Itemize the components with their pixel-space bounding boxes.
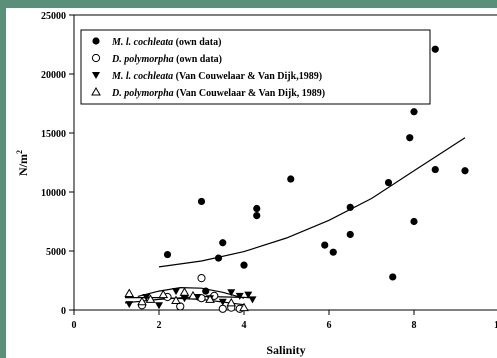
- y-tick-label: 10000: [41, 188, 66, 199]
- data-point: [244, 291, 253, 299]
- data-point: [176, 302, 185, 311]
- data-point: [253, 212, 261, 220]
- x-tick-label: 4: [242, 320, 247, 331]
- data-point: [124, 288, 135, 297]
- chart-frame: 0 2 4 6 8 10 0 5000 10000 15000 20000 25000 M. l. c…: [6, 8, 497, 358]
- data-point: [346, 203, 354, 211]
- data-point: [431, 45, 439, 53]
- fit-curve: [137, 286, 245, 299]
- legend-species: M. l. cochleata: [111, 37, 173, 48]
- scatter-chart: 0 2 4 6 8 10 0 5000 10000 15000 20000 25000 M. l. c…: [15, 11, 497, 357]
- data-point: [125, 301, 134, 309]
- data-point: [145, 294, 156, 303]
- data-point: [235, 292, 244, 300]
- data-point: [406, 134, 414, 142]
- y-axis-label: N/m2: [15, 150, 30, 176]
- x-tick-label: 6: [327, 320, 332, 331]
- data-point: [158, 289, 169, 299]
- axis-ticks: 0 2 4 6 8 10 0 5000 10000 15000 20000 25000: [41, 11, 497, 331]
- legend-marker: [91, 53, 101, 63]
- fit-curve: [158, 137, 466, 268]
- data-point: [248, 296, 257, 304]
- data-point: [205, 294, 215, 303]
- legend-species: D. polymorpha: [111, 88, 174, 99]
- data-point: [329, 248, 337, 256]
- data-point: [197, 197, 206, 206]
- legend-marker: [92, 72, 100, 79]
- data-point: [218, 304, 227, 313]
- legend-marker: [92, 37, 100, 45]
- data-point: [384, 178, 393, 187]
- y-tick-label: 15000: [41, 129, 66, 140]
- data-point: [253, 204, 261, 213]
- data-point: [202, 287, 210, 295]
- x-tick-label: 2: [157, 320, 162, 331]
- legend-label: D. polymorpha (own data): [111, 54, 222, 65]
- x-tick-label: 0: [72, 320, 77, 331]
- data-point: [188, 290, 198, 300]
- data-point: [461, 167, 469, 175]
- data-point: [410, 108, 418, 116]
- data-point: [218, 298, 227, 306]
- legend-source: (Van Couwelaar & Van Dijk,1989): [173, 71, 322, 82]
- legend-source: (own data): [173, 37, 221, 48]
- legend-box: [80, 29, 431, 105]
- legend-source: (own data): [174, 54, 222, 65]
- legend: M. l. cochleata (own data)D. polymorpha …: [91, 37, 325, 99]
- data-point: [410, 217, 418, 226]
- data-point: [287, 175, 295, 183]
- x-tick-label: 10: [494, 320, 497, 331]
- legend-label: M. l. cochleata (own data): [111, 37, 221, 48]
- data-point: [163, 250, 172, 259]
- data-point: [180, 295, 189, 303]
- data-point: [171, 295, 181, 305]
- data-point: [155, 302, 163, 310]
- y-tick-label: 5000: [46, 247, 66, 258]
- y-tick-label: 20000: [41, 70, 66, 81]
- data-point: [346, 230, 354, 239]
- data-point: [240, 261, 248, 269]
- legend-label: M. l. cochleata (Van Couwelaar & Van Dij…: [111, 71, 322, 82]
- legend-source: (Van Couwelaar & Van Dijk, 1989): [174, 88, 325, 99]
- data-point: [239, 302, 249, 312]
- data-point: [219, 239, 227, 247]
- legend-label: D. polymorpha (Van Couwelaar & Van Dijk,…: [111, 88, 325, 99]
- y-tick-label: 0: [61, 306, 66, 317]
- data-point: [321, 241, 329, 249]
- data-point: [226, 297, 237, 307]
- data-point: [137, 296, 147, 306]
- data-point: [179, 287, 190, 296]
- legend-species: D. polymorpha: [111, 54, 174, 65]
- data-point: [431, 165, 439, 174]
- y-tick-label: 25000: [41, 11, 66, 22]
- data-points: [124, 45, 469, 313]
- x-tick-label: 8: [412, 320, 417, 331]
- y-axis-label-main: N/m: [16, 154, 30, 176]
- y-axis-label-superscript: 2: [15, 150, 24, 154]
- data-point: [172, 288, 180, 296]
- x-axis-label: Salinity: [266, 343, 305, 357]
- data-point: [227, 289, 236, 297]
- data-point: [214, 254, 223, 262]
- legend-species: M. l. cochleata: [111, 71, 173, 82]
- data-point: [389, 273, 397, 281]
- legend-marker: [91, 86, 101, 96]
- data-point: [197, 274, 206, 283]
- data-point: [142, 294, 151, 302]
